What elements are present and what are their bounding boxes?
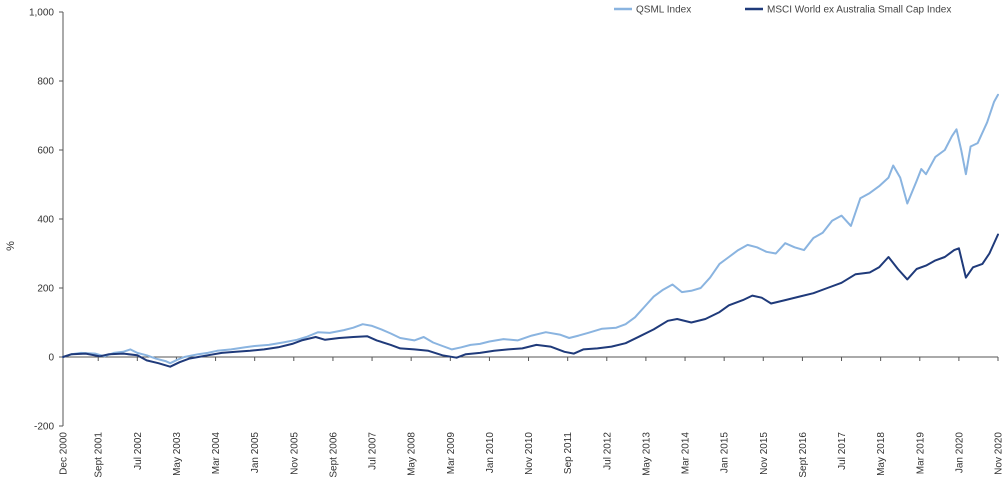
y-tick-label: 400 — [37, 215, 54, 226]
x-tick-label: Sept 2001 — [94, 432, 105, 478]
x-tick-label: Nov 2015 — [759, 432, 770, 475]
x-tick-label: Nov 2010 — [524, 432, 535, 475]
x-tick-label: Mar 2004 — [211, 432, 222, 475]
x-tick-label: Mar 2019 — [915, 432, 926, 475]
x-tick-label: Jul 2017 — [837, 432, 848, 470]
y-tick-label: -200 — [34, 422, 54, 433]
x-tick-label: Sept 2006 — [328, 432, 339, 478]
x-tick-label: Sep 2011 — [563, 432, 574, 475]
series-layer — [62, 93, 999, 368]
y-axis: -200 0 200 400 600 800 1,000 — [29, 8, 64, 433]
y-tick-label: 1,000 — [29, 8, 54, 19]
x-tick-label: Jan 2010 — [485, 432, 496, 474]
series-line — [62, 93, 999, 365]
y-tick-label: 200 — [37, 284, 54, 295]
y-tick-label: 600 — [37, 146, 54, 157]
x-tick-label: Sept 2016 — [798, 432, 809, 478]
x-axis: Dec 2000 Sept 2001 Jul 2002 May 2003 Mar 200… — [59, 356, 1005, 478]
legend-label: QSML Index — [636, 5, 691, 16]
x-tick-label: Jan 2015 — [720, 432, 731, 474]
x-tick-label: Mar 2014 — [681, 432, 692, 475]
x-tick-label: Jul 2002 — [133, 432, 144, 470]
x-tick-label: May 2008 — [407, 432, 418, 476]
x-tick-label: May 2018 — [876, 432, 887, 476]
series-line — [62, 233, 999, 368]
x-tick-label: May 2013 — [641, 432, 652, 476]
x-tick-label: Nov 2005 — [289, 432, 300, 475]
legend-label: MSCI World ex Australia Small Cap Index — [767, 5, 951, 16]
x-tick-label: Dec 2000 — [59, 432, 70, 475]
x-tick-label: Jan 2020 — [954, 432, 965, 474]
y-axis-label: % — [5, 241, 17, 251]
x-tick-label: Nov 2020 — [994, 432, 1005, 475]
x-tick-label: May 2003 — [172, 432, 183, 476]
x-tick-label: Jan 2005 — [250, 432, 261, 474]
x-tick-label: Jul 2007 — [368, 432, 379, 470]
y-tick-label: 800 — [37, 77, 54, 88]
x-tick-label: Jul 2012 — [602, 432, 613, 470]
y-tick-label: 0 — [48, 353, 54, 364]
x-tick-label: Mar 2009 — [446, 432, 457, 475]
legend: QSML Index MSCI World ex Australia Small … — [614, 5, 951, 16]
